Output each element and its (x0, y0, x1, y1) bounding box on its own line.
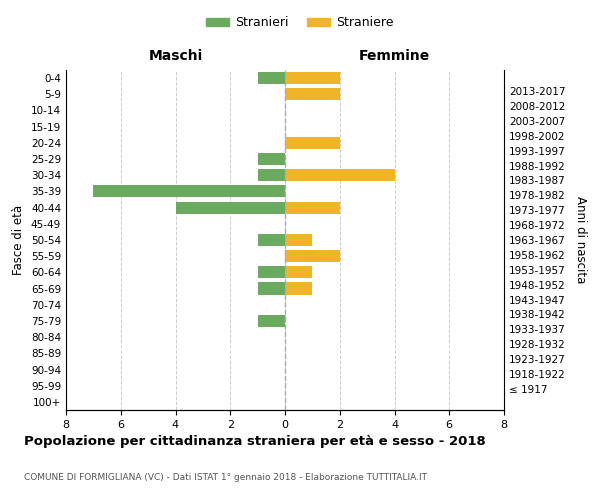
Bar (285, 88, 340, 101)
Bar (257, 266, 285, 278)
Bar (285, 282, 313, 294)
Bar (257, 234, 285, 246)
Text: COMUNE DI FORMIGLIANA (VC) - Dati ISTAT 1° gennaio 2018 - Elaborazione TUTTITALI: COMUNE DI FORMIGLIANA (VC) - Dati ISTAT … (24, 472, 427, 482)
Bar (285, 72, 340, 84)
Text: Femmine: Femmine (359, 49, 430, 63)
Bar (285, 266, 313, 278)
Text: Maschi: Maschi (148, 49, 203, 63)
Bar (257, 315, 285, 327)
Bar (285, 234, 313, 246)
Bar (285, 202, 340, 213)
Legend: Stranieri, Straniere: Stranieri, Straniere (202, 11, 398, 34)
Bar (285, 169, 395, 181)
Bar (257, 72, 285, 84)
Bar (285, 137, 340, 149)
Bar (257, 153, 285, 165)
Bar (257, 169, 285, 181)
Text: Popolazione per cittadinanza straniera per età e sesso - 2018: Popolazione per cittadinanza straniera p… (24, 435, 486, 448)
Bar (176, 202, 285, 213)
Y-axis label: Fasce di età: Fasce di età (13, 205, 25, 275)
Bar (257, 282, 285, 294)
Bar (94, 186, 285, 198)
Y-axis label: Anni di nascita: Anni di nascita (574, 196, 587, 284)
Bar (285, 250, 340, 262)
